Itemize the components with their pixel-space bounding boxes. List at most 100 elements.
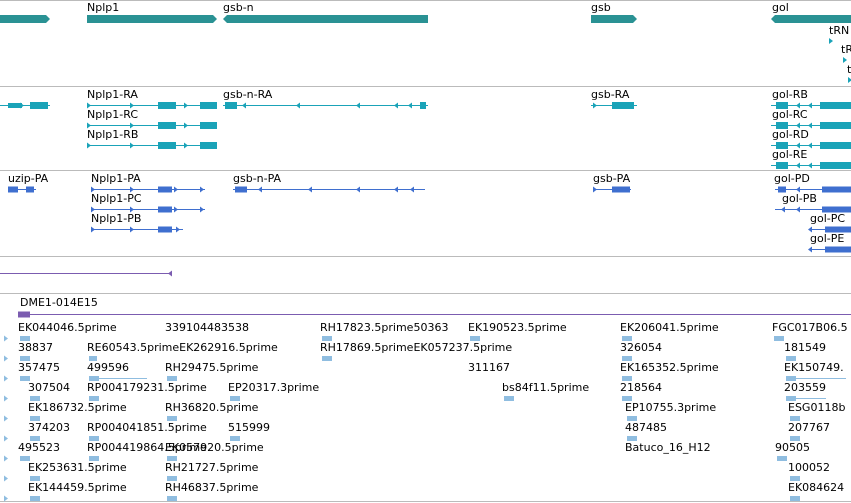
est-block[interactable]	[504, 396, 514, 401]
cds-exon[interactable]	[825, 246, 851, 253]
est-label[interactable]: Batuco_16_H12	[625, 441, 711, 454]
est-label[interactable]: EK165352.5prime	[620, 361, 719, 374]
est-block[interactable]	[790, 416, 800, 421]
cds-exon[interactable]	[26, 186, 34, 193]
est-label[interactable]: EK186732.5prime	[28, 401, 127, 414]
est-label[interactable]: ESG0118b	[788, 401, 846, 414]
est-block[interactable]	[790, 496, 800, 501]
transcript-exon[interactable]	[420, 102, 426, 109]
est-label[interactable]: EK206041.5prime	[620, 321, 719, 334]
gene-bar[interactable]	[87, 15, 217, 23]
transcript-exon[interactable]	[820, 142, 851, 149]
transcript-label[interactable]: gol-RD	[772, 128, 809, 141]
gene-bar[interactable]	[0, 15, 50, 23]
est-label[interactable]: RH46837.5prime	[165, 481, 259, 494]
est-label[interactable]: RP004419864.5prime	[87, 441, 207, 454]
est-block[interactable]	[167, 376, 177, 381]
est-block[interactable]	[622, 336, 632, 341]
cds-label[interactable]: Nplp1-PB	[91, 212, 142, 225]
gene-label[interactable]: tR	[841, 43, 851, 56]
est-block[interactable]	[774, 336, 784, 341]
est-block[interactable]	[790, 476, 800, 481]
est-label[interactable]: RE60543.5primeEK262916.5prime	[87, 341, 278, 354]
transcript-exon[interactable]	[776, 102, 788, 109]
est-block[interactable]	[89, 376, 99, 381]
est-block[interactable]	[627, 416, 637, 421]
transcript-label[interactable]: Nplp1-RA	[87, 88, 138, 101]
est-block[interactable]	[89, 356, 97, 361]
est-label[interactable]: 357475	[18, 361, 60, 374]
transcript-exon[interactable]	[200, 122, 217, 129]
est-label[interactable]: bs84f11.5prime	[502, 381, 590, 394]
transcript-label[interactable]: gol-RE	[772, 148, 808, 161]
est-label[interactable]: EK190523.5prime	[468, 321, 567, 334]
est-label[interactable]: 38837	[18, 341, 53, 354]
est-block[interactable]	[167, 456, 177, 461]
est-block[interactable]	[89, 396, 99, 401]
est-block[interactable]	[89, 436, 99, 441]
est-label[interactable]: 90505	[775, 441, 810, 454]
cds-label[interactable]: gol-PE	[810, 232, 845, 245]
transcript-label[interactable]: Nplp1-RC	[87, 108, 138, 121]
gene-bar[interactable]	[771, 15, 851, 23]
est-label[interactable]: 495523	[18, 441, 60, 454]
cds-exon[interactable]	[822, 206, 851, 213]
gene-label[interactable]: tRN	[829, 24, 850, 37]
est-label[interactable]: RH21727.5prime	[165, 461, 259, 474]
transcript-exon[interactable]	[8, 103, 22, 108]
est-label[interactable]: RH29475.5prime	[165, 361, 259, 374]
est-label[interactable]: 487485	[625, 421, 667, 434]
est-block[interactable]	[622, 376, 632, 381]
transcript-label[interactable]: gsb-n-RA	[223, 88, 273, 101]
cds-exon[interactable]	[158, 206, 172, 213]
transcript-exon[interactable]	[776, 142, 788, 149]
est-block[interactable]	[167, 416, 177, 421]
cds-exon[interactable]	[612, 186, 630, 193]
est-label[interactable]: 515999	[228, 421, 270, 434]
cds-label[interactable]: Nplp1-PC	[91, 192, 142, 205]
est-block[interactable]	[230, 436, 240, 441]
cds-label[interactable]: gsb-PA	[593, 172, 631, 185]
est-block[interactable]	[30, 476, 40, 481]
cds-label[interactable]: uzip-PA	[8, 172, 49, 185]
est-block[interactable]	[30, 416, 40, 421]
cds-exon[interactable]	[8, 186, 18, 193]
transcript-label[interactable]: gol-RC	[772, 108, 808, 121]
transcript-exon[interactable]	[225, 102, 237, 109]
transcript-label[interactable]: gol-RB	[772, 88, 808, 101]
est-label[interactable]: FGC017B06.5	[772, 321, 848, 334]
est-label[interactable]: EP20317.3prime	[228, 381, 320, 394]
gene-label[interactable]: Nplp1	[87, 1, 120, 14]
cds-exon[interactable]	[825, 226, 851, 233]
est-label[interactable]: RH17823.5prime50363	[320, 321, 449, 334]
est-label[interactable]: 311167	[468, 361, 510, 374]
est-label[interactable]: EK084624	[788, 481, 845, 494]
gene-label[interactable]: gsb	[591, 1, 611, 14]
transcript-label[interactable]: Nplp1-RB	[87, 128, 139, 141]
est-block[interactable]	[622, 396, 632, 401]
est-label[interactable]: 326054	[620, 341, 662, 354]
est-label[interactable]: 339104483538	[165, 321, 249, 334]
transcript-exon[interactable]	[30, 102, 48, 109]
transcript-exon[interactable]	[200, 102, 217, 109]
est-block[interactable]	[20, 356, 30, 361]
est-block[interactable]	[20, 456, 30, 461]
est-label[interactable]: EP10755.3prime	[625, 401, 717, 414]
est-block[interactable]	[167, 476, 177, 481]
est-label[interactable]: 203559	[784, 381, 826, 394]
est-block[interactable]	[622, 356, 632, 361]
est-label[interactable]: EK144459.5prime	[28, 481, 127, 494]
cds-exon[interactable]	[235, 186, 247, 193]
cds-label[interactable]: gsb-n-PA	[233, 172, 282, 185]
est-block[interactable]	[322, 356, 332, 361]
est-block[interactable]	[627, 436, 637, 441]
est-block[interactable]	[786, 356, 796, 361]
transcript-exon[interactable]	[820, 162, 851, 169]
est-label[interactable]: EK057920.5prime	[165, 441, 264, 454]
transcript-label[interactable]: gsb-RA	[591, 88, 630, 101]
cds-exon[interactable]	[158, 226, 172, 233]
est-label[interactable]: 307504	[28, 381, 70, 394]
est-label[interactable]: 181549	[784, 341, 826, 354]
est-label[interactable]: EK253631.5prime	[28, 461, 127, 474]
gene-bar[interactable]	[223, 15, 428, 23]
